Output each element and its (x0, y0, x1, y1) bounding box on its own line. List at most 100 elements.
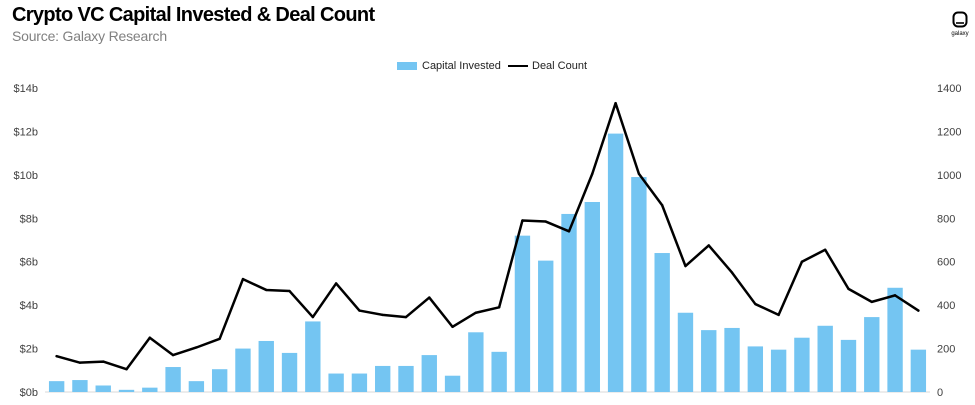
y-right-tick-label: 800 (937, 213, 955, 225)
deal-count-point (288, 289, 291, 293)
deal-count-point (707, 244, 710, 247)
bar-capital-invested (211, 369, 228, 392)
y-left-tick-label: $14b (14, 83, 38, 95)
deal-count-point (474, 311, 478, 314)
bar-capital-invested (351, 373, 368, 392)
deal-count-point (567, 230, 571, 233)
deal-count-point (195, 346, 198, 349)
deal-count-point (241, 277, 245, 281)
bar-capital-invested (258, 340, 274, 392)
bar-capital-invested (328, 373, 344, 392)
bar-capital-invested (95, 385, 111, 392)
deal-count-point (684, 264, 687, 268)
deal-count-point (125, 368, 128, 371)
deal-count-point (521, 219, 524, 222)
bar-capital-invested (864, 317, 880, 392)
bar-capital-invested (514, 235, 531, 392)
bar-capital-invested (444, 375, 461, 392)
legend-item-deal-count: Deal Count (508, 59, 587, 73)
bar-capital-invested (491, 351, 507, 392)
bar-capital-invested (887, 287, 903, 392)
bar-capital-invested (584, 202, 600, 392)
logo-wordmark: galaxy (951, 31, 969, 37)
deal-count-point (404, 315, 408, 319)
bar-capital-invested (48, 381, 65, 392)
deal-count-point (730, 271, 734, 274)
y-left-tick-label: $12b (14, 126, 38, 138)
bar-capital-invested (375, 365, 391, 392)
y-right-tick-label: 200 (937, 344, 955, 356)
brand-logo: galaxy (946, 11, 974, 38)
legend-item-capital-invested: Capital Invested (397, 59, 501, 73)
deal-count-point (823, 248, 827, 251)
legend-label: Capital Invested (422, 60, 501, 72)
deal-count-point (381, 313, 384, 317)
y-right-tick-label: 400 (937, 300, 955, 312)
bar-capital-invested (165, 367, 181, 392)
deal-count-point (660, 204, 664, 207)
legend-swatch-line (508, 65, 528, 67)
y-left-tick-label: $8b (20, 213, 38, 225)
deal-count-point (777, 313, 780, 317)
deal-count-point (754, 302, 757, 306)
y-right-tick-label: 1400 (937, 83, 961, 95)
deal-count-point (78, 361, 82, 364)
deal-count-point (917, 309, 920, 312)
y-left-tick-label: $2b (20, 344, 38, 356)
bar-capital-invested (281, 352, 298, 392)
deal-count-point (171, 353, 175, 357)
chart-title: Crypto VC Capital Invested & Deal Count (12, 4, 375, 26)
y-right-tick-label: 1200 (937, 126, 961, 138)
deal-count-point (358, 309, 361, 312)
deal-count-point (893, 294, 897, 297)
deal-count-point (218, 337, 221, 340)
deal-count-point (614, 102, 617, 105)
deal-count-point (265, 288, 268, 292)
y-left-tick-label: $10b (14, 170, 38, 182)
deal-count-point (591, 172, 594, 175)
bar-capital-invested (747, 346, 764, 392)
deal-count-point (148, 336, 152, 339)
deal-count-point (102, 360, 105, 363)
legend-swatch-bar (397, 62, 417, 70)
y-right-tick-label: 1000 (937, 170, 961, 182)
y-left-tick-label: $6b (20, 257, 38, 269)
bar-capital-invested (631, 177, 647, 392)
y-left-tick-label: $4b (20, 300, 38, 312)
deal-count-point (544, 220, 547, 223)
galaxy-logo-icon (952, 11, 968, 28)
bar-capital-invested (794, 337, 810, 392)
deal-count-point (334, 282, 338, 285)
bar-capital-invested (561, 213, 577, 392)
legend-label: Deal Count (532, 60, 588, 72)
bar-capital-invested (468, 332, 484, 392)
bar-capital-invested (910, 349, 927, 392)
y-right-tick-label: 0 (937, 387, 943, 399)
bar-capital-invested (142, 387, 158, 392)
bar-capital-invested (677, 312, 694, 392)
chart-subtitle: Source: Galaxy Research (12, 28, 167, 44)
bar-capital-invested (72, 380, 88, 392)
bar-capital-invested (398, 365, 414, 392)
bar-capital-invested (118, 389, 135, 392)
deal-count-point (311, 315, 315, 319)
bar-capital-invested (235, 348, 251, 392)
bar-capital-invested (188, 381, 205, 392)
bar-capital-invested (724, 327, 740, 392)
deal-count-point (497, 306, 501, 309)
bar-capital-invested (305, 321, 321, 392)
deal-count-point (428, 296, 431, 299)
y-left-tick-label: $0b (20, 387, 38, 399)
deal-count-point (55, 354, 58, 358)
y-right-tick-label: 600 (937, 257, 955, 269)
deal-count-point (451, 325, 454, 329)
deal-count-point (800, 260, 804, 263)
bar-capital-invested (421, 355, 437, 392)
bar-capital-invested (701, 330, 717, 392)
bar-capital-invested (654, 253, 670, 392)
bar-capital-invested (538, 260, 554, 392)
bar-capital-invested (607, 133, 624, 392)
deal-count-point (847, 287, 850, 291)
deal-count-point (637, 172, 641, 175)
